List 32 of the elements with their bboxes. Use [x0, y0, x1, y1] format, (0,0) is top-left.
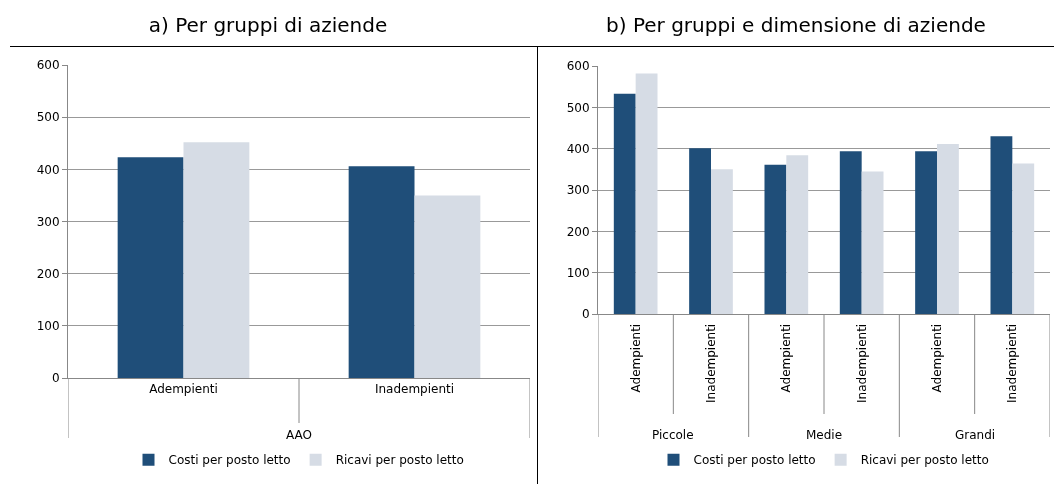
x-tick-label: Inadempienti — [703, 323, 718, 403]
x-tick-label: Inadempienti — [1005, 323, 1020, 403]
x-tick-label: Adempienti — [628, 323, 643, 393]
y-tick-label: 200 — [36, 266, 60, 281]
y-tick-label: 500 — [566, 100, 590, 115]
y-tick-label: 300 — [36, 214, 60, 229]
chart-title: a) Per gruppi di aziende — [148, 13, 388, 37]
y-tick-label: 100 — [36, 319, 60, 334]
text: Grandi — [955, 428, 996, 442]
y-tick-label: 0 — [51, 371, 60, 386]
y-tick-label: 100 — [566, 265, 590, 280]
y-tick-label: 500 — [36, 110, 60, 125]
legend-label: Ricavi per posto letto — [335, 453, 464, 468]
x-tick-label: Inadempienti — [854, 323, 869, 403]
y-tick-label: 300 — [566, 183, 590, 198]
chart-title: b) Per gruppi e dimensione di aziende — [606, 13, 986, 37]
legend-label: Costi per posto letto — [693, 453, 816, 468]
y-tick-label: 400 — [566, 141, 590, 156]
y-tick-label: 0 — [581, 307, 590, 322]
y-tick-label: 200 — [566, 224, 590, 239]
text: Medie — [806, 428, 843, 442]
text: Piccole — [652, 428, 694, 442]
y-tick-label: 600 — [36, 58, 60, 73]
text: AAO — [286, 428, 312, 442]
x-tick-label: Adempienti — [929, 323, 944, 393]
y-tick-label: 400 — [36, 162, 60, 177]
x-tick-label: Adempienti — [779, 323, 794, 393]
x-tick-label: Inadempienti — [374, 382, 455, 397]
x-tick-label: Adempienti — [149, 382, 218, 397]
legend-label: Ricavi per posto letto — [860, 453, 989, 468]
legend-label: Costi per posto letto — [168, 453, 291, 468]
y-tick-label: 600 — [566, 59, 590, 74]
